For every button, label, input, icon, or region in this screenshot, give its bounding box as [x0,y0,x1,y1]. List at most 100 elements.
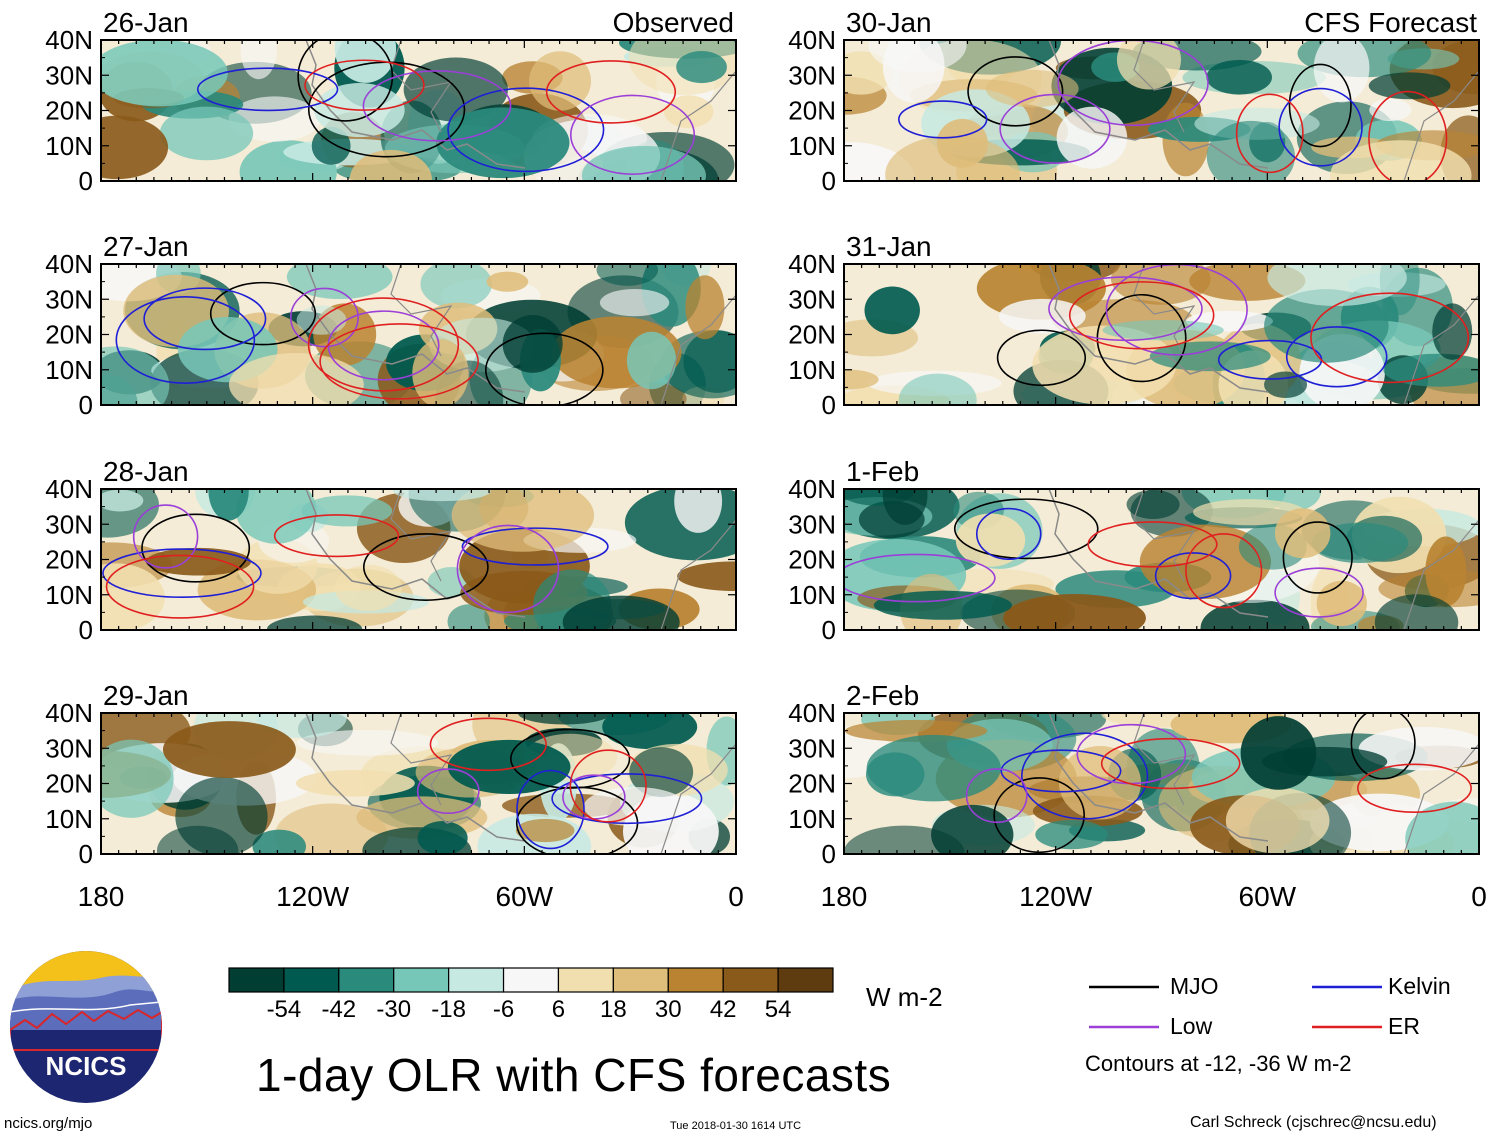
y-tick-label: 30N [788,509,836,539]
y-tick-label: 20N [45,545,93,575]
y-tick-label: 0 [79,390,93,420]
contour-low [999,93,1111,164]
colorbar-tick-label: -18 [431,996,466,1023]
map-panel-26-jan: 40N 30N 20N 10N 0 26-Jan Observed [45,7,737,196]
y-tick-label: 30N [45,509,93,539]
olr-anomaly-blob [599,289,670,317]
y-tick-label: 0 [822,390,836,420]
contour-er [1357,763,1472,813]
contour-mjo [1288,63,1352,148]
panel-date: 26-Jan [103,7,189,38]
contour-low [1274,567,1364,618]
olr-anomaly-blob [349,149,433,181]
coastline [1133,40,1196,133]
contour-low [569,94,696,175]
colorbar-units: W m-2 [866,982,943,1012]
coastline [305,713,526,842]
contour-low [965,768,1028,824]
contour-mjo [996,329,1087,387]
y-tick-label: 40N [45,474,93,504]
contour-mjo [1350,713,1416,780]
coastline [305,264,526,393]
contour-low [844,553,996,603]
map-panel-2-feb: 40N 30N 20N 10N 0 2-Feb 180 120W 60W 0 [788,680,1486,912]
olr-anomaly-blob [266,615,363,630]
colorbar-swatch [393,967,450,993]
contour-low [416,768,480,814]
contour-er [429,717,547,772]
coastline [1133,264,1196,357]
olr-anomaly-blob [677,561,736,591]
contour-kelvin [447,87,605,173]
contour-kelvin [551,773,703,825]
contour-kelvin [115,295,256,384]
legend-label-low: Low [1170,1013,1213,1039]
y-tick-label: 10N [788,580,836,610]
olr-anomaly-blob [1058,745,1142,820]
colorbar-swatch [228,967,285,993]
map-panel-28-jan: 40N 30N 20N 10N 0 28-Jan [45,456,737,645]
x-tick-label: 60W [496,881,554,912]
olr-anomaly-blob [674,489,723,533]
olr-anomaly-blob [101,489,144,512]
olr-anomaly-blob [898,373,977,405]
coastline [1403,518,1479,630]
olr-anomaly-blob [101,739,174,818]
contour-mjo [953,498,1099,560]
footer-timestamp: Tue 2018-01-30 1614 UTC [670,1120,802,1132]
olr-anomaly-blob [403,57,509,122]
olr-anomaly-blob [447,604,490,630]
colorbar-swatch [777,967,834,993]
contour-kelvin [1154,552,1232,600]
olr-anomaly-blob [101,115,169,180]
y-tick-label: 20N [45,320,93,350]
contour-er [304,59,425,111]
coastline [1403,293,1479,405]
y-tick-label: 40N [788,25,836,55]
coastline [660,518,736,630]
panel-date: 30-Jan [846,7,932,38]
olr-anomaly-blob [1035,820,1108,850]
olr-anomaly-blob [1369,98,1412,122]
olr-anomaly-blob [663,95,714,129]
y-tick-label: 0 [822,166,836,196]
olr-anomaly-blob [447,739,571,795]
contour-kelvin [1021,732,1149,820]
olr-anomaly-blob [885,135,1020,181]
coastline [660,742,736,854]
olr-anomaly-blob [1311,522,1409,564]
y-tick-label: 20N [45,769,93,799]
coastline [660,293,736,405]
contour-er [1185,533,1263,609]
panel-date: 27-Jan [103,231,189,262]
colorbar-swatch [612,967,669,993]
contour-mjo [209,281,317,346]
contour-er [1310,292,1470,384]
olr-anomaly-blob [985,69,1079,108]
y-tick-label: 20N [788,320,836,350]
contour-er [1235,93,1304,174]
olr-anomaly-blob [1206,120,1295,181]
contour-mjo [362,533,489,601]
y-tick-label: 10N [788,804,836,834]
coastline [1048,40,1269,169]
contour-er [319,323,479,400]
olr-anomaly-blob [1313,40,1370,103]
olr-anomaly-blob [515,818,575,843]
coastline [390,40,453,133]
contour-er [1100,737,1241,790]
contour-er [569,749,647,823]
olr-anomaly-blob [502,315,563,373]
olr-anomaly-blob [683,330,736,393]
colorbar-tick-label: 30 [654,996,682,1023]
olr-anomaly-blob [486,271,529,292]
olr-anomaly-blob [229,353,364,405]
y-tick-label: 40N [788,474,836,504]
colorbar-tick-label: -42 [321,996,357,1023]
colorbar-swatch [502,967,560,993]
coastline [305,40,526,169]
panel-date: 31-Jan [846,231,932,262]
y-tick-label: 30N [788,284,836,314]
contour-kelvin [1278,87,1363,167]
olr-anomaly-blob [417,821,468,854]
